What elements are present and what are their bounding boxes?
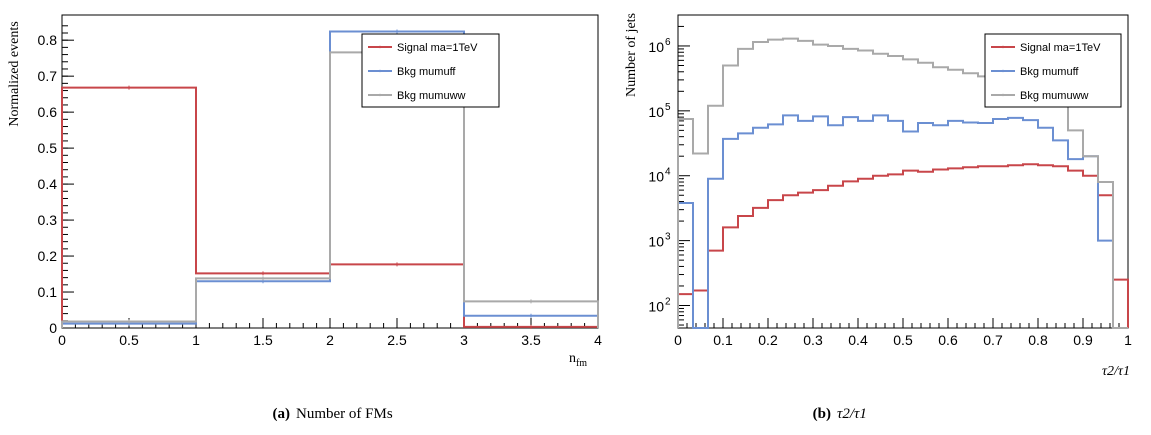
y-tick-label-a: 0.7 <box>38 68 58 84</box>
x-tick-label-b: 0.3 <box>803 332 823 348</box>
legend-entry-b: Signal ma=1TeV <box>1020 42 1101 54</box>
y-tick-label-a: 0.8 <box>38 32 58 48</box>
caption-text-a: Number of FMs <box>296 406 393 422</box>
legend-marker-a <box>378 69 382 73</box>
legend-entry-a: Signal ma=1TeV <box>397 42 478 54</box>
y-tick-label-b: 10 <box>648 169 664 185</box>
x-tick-label-b: 0 <box>674 332 682 348</box>
x-tick-label-a: 2.5 <box>387 332 407 348</box>
y-tick-label-a: 0.5 <box>38 140 58 156</box>
x-tick-label-a: 3.5 <box>521 332 541 348</box>
y-tick-base-b: 10 <box>648 104 664 120</box>
legend-entry-b: Bkg mumuff <box>1020 66 1079 78</box>
x-tick-label-a: 1.5 <box>253 332 273 348</box>
y-tick-label-b: 10 <box>648 298 664 314</box>
y-tick-base-b: 10 <box>648 169 664 185</box>
x-tick-label-a: 2 <box>326 332 334 348</box>
y-tick-base-b: 10 <box>648 234 664 250</box>
series-a <box>61 29 599 329</box>
x-tick-label-b: 0.5 <box>893 332 913 348</box>
x-tick-label-b: 0.4 <box>848 332 868 348</box>
legend-marker-b <box>1001 45 1005 49</box>
chart-normalized-events: 0 0.5 1 1.5 2 2.5 3 3.5 4 0 0.1 0.2 0.3 0.4 0.5 0.6 0.7 0… <box>7 14 602 369</box>
x-tick-label-a: 0.5 <box>119 332 139 348</box>
y-tick-label-a: 0.4 <box>38 176 58 192</box>
y-tick-exp-b: 3 <box>665 232 671 243</box>
x-tick-label-a: 3 <box>460 332 468 348</box>
y-tick-exp-b: 2 <box>665 296 671 307</box>
x-axis-title-main-a: n <box>569 351 576 366</box>
caption-text-b: τ2/τ1 <box>837 406 867 422</box>
legend-marker-a <box>378 45 382 49</box>
legend-entry-a: Bkg mumuff <box>397 66 456 78</box>
x-tick-label-a: 0 <box>58 332 66 348</box>
ticks-a: 0 0.5 1 1.5 2 2.5 3 3.5 4 0 0.1 0.2 0.3 0.4 0.5 0.6 0.7 0… <box>38 25 602 348</box>
caption-a: (a) Number of FMs <box>273 406 393 422</box>
x-tick-label-b: 0.6 <box>938 332 958 348</box>
x-tick-label-b: 0.7 <box>983 332 1003 348</box>
y-tick-label-a: 0 <box>49 320 57 336</box>
y-tick-exp-b: 4 <box>665 167 671 178</box>
x-axis-title-b: τ2/τ1 <box>1102 364 1130 379</box>
x-tick-label-b: 0.2 <box>758 332 778 348</box>
y-tick-label-a: 0.6 <box>38 104 58 120</box>
caption-label-a: (a) <box>273 406 291 422</box>
x-axis-title-sub-a: fm <box>576 358 587 369</box>
legend-entry-a: Bkg mumuww <box>397 90 466 102</box>
legend-marker-b <box>1001 69 1005 73</box>
y-tick-base-b: 10 <box>648 298 664 314</box>
y-axis-title-a: Normalized events <box>7 21 22 126</box>
y-tick-label-a: 0.2 <box>38 248 58 264</box>
x-tick-label-a: 4 <box>594 332 602 348</box>
caption-label-b: (b) <box>813 406 831 422</box>
y-tick-exp-b: 5 <box>665 102 671 113</box>
legend-marker-b <box>1001 93 1005 97</box>
legend-a: Signal ma=1TeV Bkg mumuff Bkg mumuww <box>361 33 500 108</box>
x-tick-label-b: 1 <box>1124 332 1132 348</box>
y-tick-base-b: 10 <box>648 39 664 55</box>
x-tick-label-a: 1 <box>192 332 200 348</box>
caption-b: (b) τ2/τ1 <box>813 406 867 422</box>
y-tick-label-b: 10 <box>648 104 664 120</box>
series-line-b-1 <box>677 114 1128 329</box>
series-line-b-0 <box>677 163 1129 328</box>
x-tick-label-b: 0.9 <box>1073 332 1093 348</box>
x-axis-title-a: nfm <box>569 351 587 369</box>
y-tick-label-a: 0.1 <box>38 284 58 300</box>
y-tick-label-a: 0.3 <box>38 212 58 228</box>
legend-entry-b: Bkg mumuww <box>1020 90 1089 102</box>
legend-b: Signal ma=1TeV Bkg mumuff Bkg mumuww <box>984 33 1122 108</box>
series-line-a-2 <box>61 51 599 328</box>
x-tick-label-b: 0.1 <box>713 332 733 348</box>
y-tick-exp-b: 6 <box>665 37 671 48</box>
y-tick-label-b: 10 <box>648 39 664 55</box>
x-tick-label-b: 0.8 <box>1028 332 1048 348</box>
y-tick-label-b: 10 <box>648 234 664 250</box>
legend-marker-a <box>378 93 382 97</box>
y-axis-title-b: Number of jets <box>624 13 639 97</box>
